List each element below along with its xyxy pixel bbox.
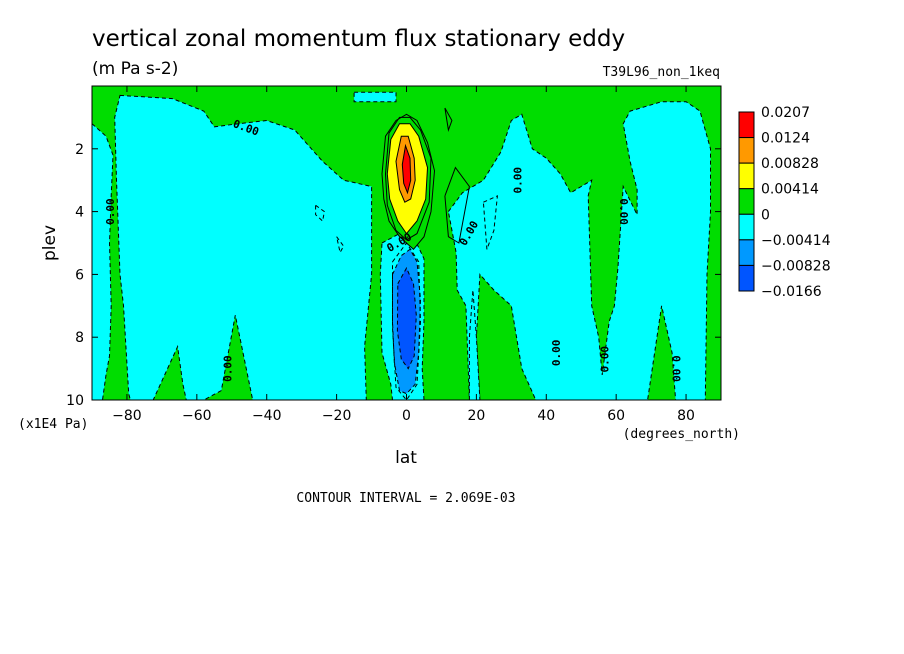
y-tick-label-2: 6 xyxy=(75,267,84,283)
contour-region-negative-1-1 xyxy=(114,94,373,400)
colorbar-label-6: −0.00828 xyxy=(761,258,831,274)
contour-label-7: 0.00 xyxy=(599,346,612,373)
x-tick-label-0: −80 xyxy=(112,408,142,424)
contour-region-negative-1-2 xyxy=(353,91,397,103)
y-axis-ticks: 2 4 6 8 10 xyxy=(66,142,721,409)
colorbar-label-0: 0.0207 xyxy=(761,105,810,121)
x-axis-label: lat xyxy=(395,448,417,468)
colorbar-swatch-4 xyxy=(738,213,755,241)
x-tick-label-3: −20 xyxy=(322,408,352,424)
contour-lines xyxy=(315,107,498,400)
contour-line-5 xyxy=(336,236,345,254)
contour-region-positive-4-11 xyxy=(401,143,412,195)
run-label: T39L96_non_1keq xyxy=(603,65,720,80)
contour-label-8: 0.00 xyxy=(617,198,630,225)
y-tick-label-1: 4 xyxy=(75,205,84,221)
contour-label-1: 0.00 xyxy=(104,198,117,225)
x-tick-label-8: 80 xyxy=(677,408,695,424)
contour-label-6: 0.00 xyxy=(550,340,563,367)
contour-label-5: 0.00 xyxy=(511,167,524,194)
contour-line-1 xyxy=(444,166,470,244)
colorbar-swatch-5 xyxy=(738,239,755,266)
y-tick-label-0: 2 xyxy=(75,142,84,158)
colorbar-swatch-3 xyxy=(738,188,755,215)
colorbar-swatch-6 xyxy=(738,264,755,292)
colorbar-label-7: −0.0166 xyxy=(761,284,822,300)
contour-line-2 xyxy=(444,107,453,132)
x-tick-label-5: 20 xyxy=(467,408,485,424)
contour-line-3 xyxy=(392,242,422,400)
colorbar-swatch-1 xyxy=(738,137,755,164)
colorbar-label-3: 0.00414 xyxy=(761,182,819,198)
chart-units: (m Pa s-2) xyxy=(92,59,178,79)
contour-line-4 xyxy=(315,204,325,222)
contour-line-0 xyxy=(385,116,432,241)
contour-label-9: 0.00 xyxy=(670,355,683,382)
colorbar-label-1: 0.0124 xyxy=(761,131,810,147)
contour-region-negative-1-0 xyxy=(92,123,114,400)
x-tick-label-4: 0 xyxy=(402,408,411,424)
contour-region-negative-3-7 xyxy=(396,266,417,370)
y-axis-label: plev xyxy=(40,225,60,261)
x-tick-label-2: −40 xyxy=(252,408,282,424)
colorbar-label-5: −0.00414 xyxy=(761,233,831,249)
chart-title: vertical zonal momentum flux stationary … xyxy=(92,26,625,52)
contour-region-negative-1-5 xyxy=(468,290,481,400)
x-tick-label-7: 60 xyxy=(607,408,625,424)
x-tick-label-1: −60 xyxy=(182,408,212,424)
colorbar-swatch-2 xyxy=(738,162,755,190)
y-tick-label-3: 8 xyxy=(75,330,84,346)
y-tick-label-4: 10 xyxy=(66,393,84,409)
x-axis-units: (degrees_north) xyxy=(623,427,740,442)
x-tick-label-6: 40 xyxy=(537,408,555,424)
y-axis-units: (x1E4 Pa) xyxy=(18,417,88,432)
colorbar-swatch-0 xyxy=(738,111,755,139)
colorbar: 0.0207 0.0124 0.00828 0.00414 0 −0.00414 −0.00… xyxy=(738,105,831,300)
x-axis-ticks: −80 −60 −40 −20 0 20 40 60 80 xyxy=(112,86,695,424)
colorbar-label-2: 0.00828 xyxy=(761,156,819,172)
contour-region-negative-1-4 xyxy=(447,101,711,400)
plot-area: 0.000.000.000.00 0.000.000.00 0.000.000.00 xyxy=(91,85,722,401)
contour-line-6 xyxy=(482,195,498,250)
contour-label-2: 0.00 xyxy=(221,355,234,382)
contour-interval-note: CONTOUR INTERVAL = 2.069E-03 xyxy=(296,491,515,506)
colorbar-label-4: 0 xyxy=(761,207,770,223)
contour-fill-regions xyxy=(92,91,711,400)
